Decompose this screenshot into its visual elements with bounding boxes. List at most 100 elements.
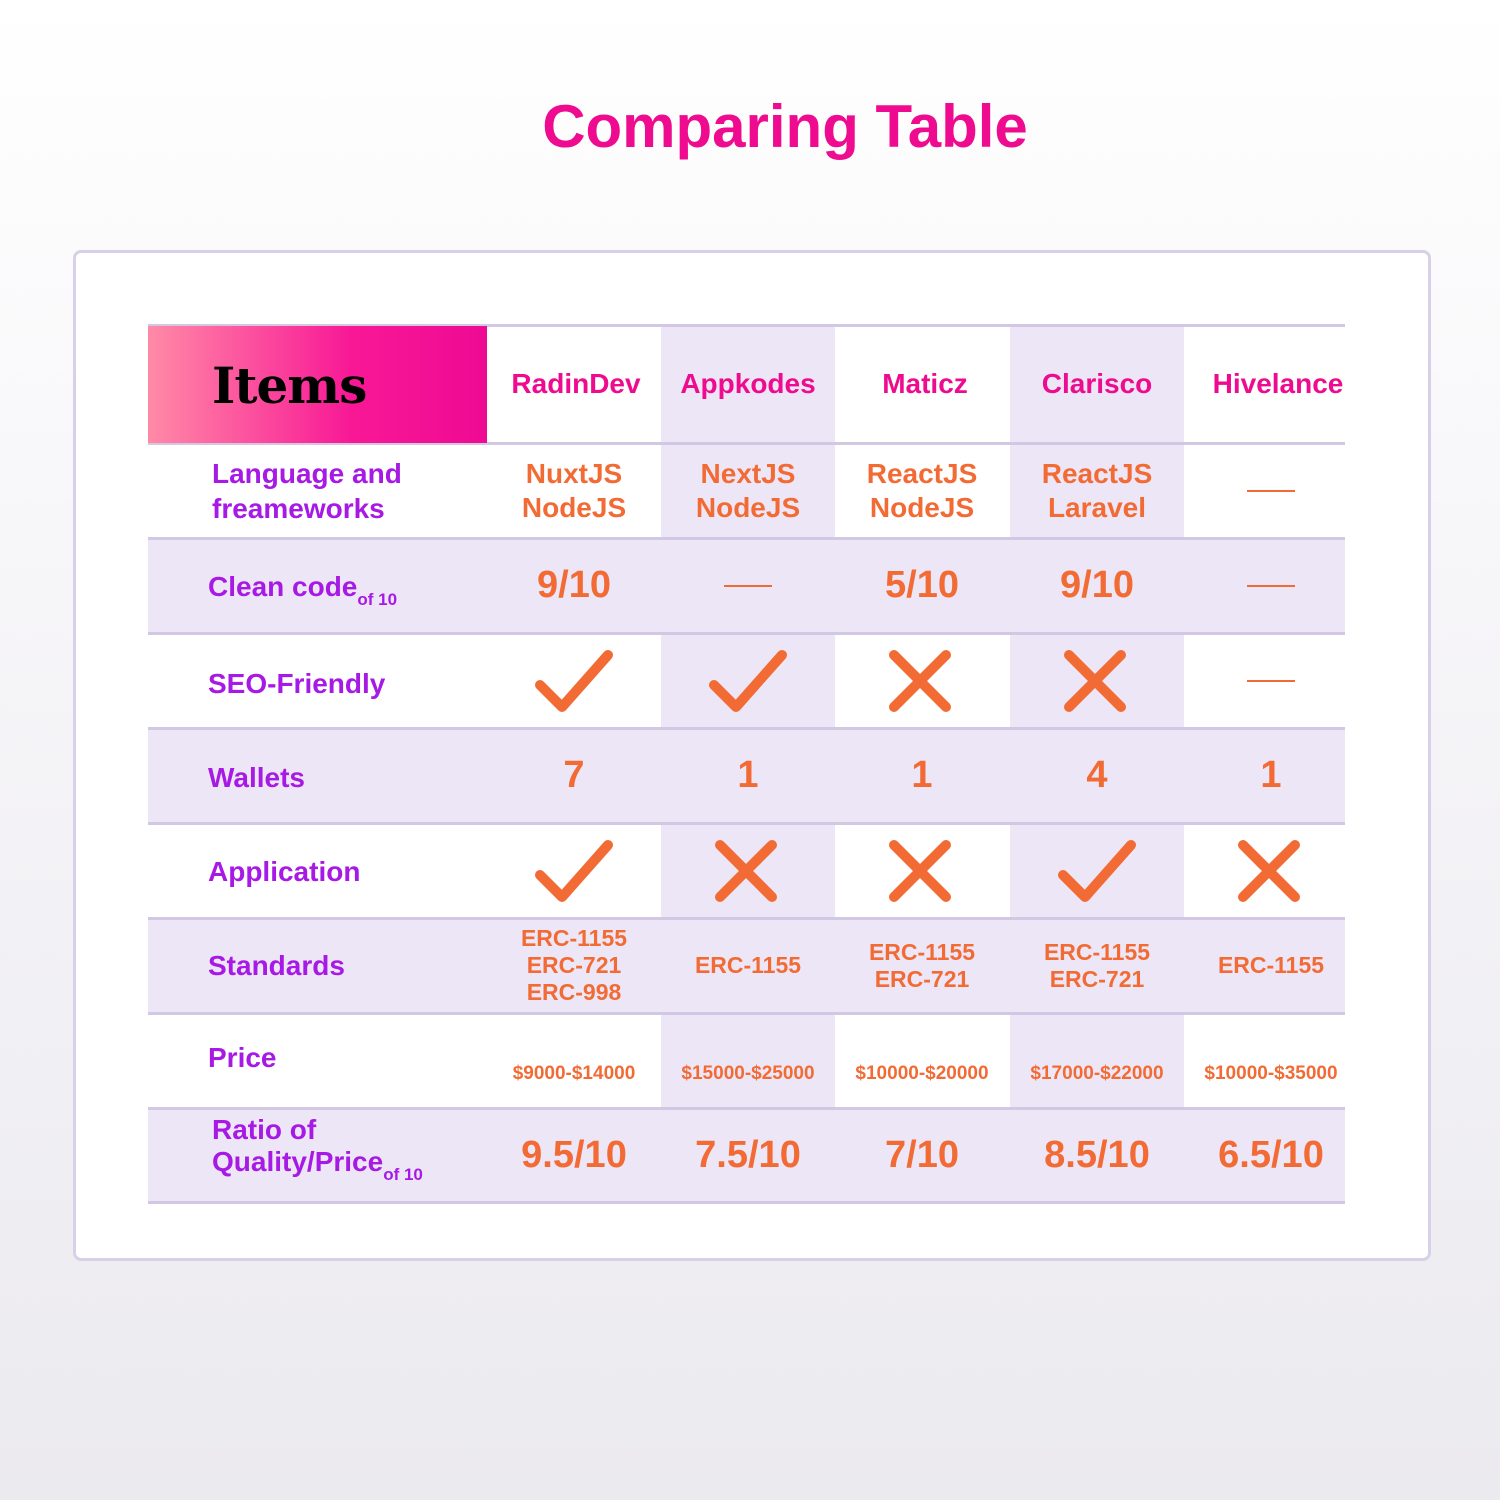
cell-ratio-clarisco: 8.5/10 (1010, 1109, 1184, 1202)
cell-value: 6.5/10 (1218, 1134, 1324, 1176)
cell-value: 9.5/10 (521, 1134, 627, 1176)
cell-clean_code-appkodes (661, 539, 835, 632)
row-label-ratio-sub: of 10 (383, 1165, 423, 1184)
column-header-maticz: Maticz (882, 368, 968, 399)
cell-standards-hivelance: ERC-1155 (1184, 919, 1358, 1012)
check-icon (1058, 839, 1136, 902)
cell-seo-radindev (487, 634, 661, 727)
cell-value: 7 (563, 754, 585, 796)
cell-frameworks-radindev: NuxtJS NodeJS (487, 444, 661, 537)
cell-value: $10000-$35000 (1204, 1063, 1338, 1084)
cell-wallets-radindev: 7 (487, 729, 661, 822)
cell-value: 4 (1086, 754, 1108, 796)
dash-icon (1247, 489, 1295, 492)
cell-value: 9/10 (1060, 564, 1134, 606)
column-header-hivelance: Hivelance (1212, 368, 1344, 399)
cell-clean_code-clarisco: 9/10 (1010, 539, 1184, 632)
cell-price-radindev: $9000-$14000 (487, 1014, 661, 1107)
cell-value: 5/10 (885, 564, 959, 606)
cell-wallets-clarisco: 4 (1010, 729, 1184, 822)
cell-standards-maticz: ERC-1155 ERC-721 (835, 919, 1009, 1012)
row-divider (148, 917, 1345, 920)
cell-application-hivelance (1184, 824, 1358, 917)
cell-line: NodeJS (695, 491, 801, 523)
cell-clean_code-radindev: 9/10 (487, 539, 661, 632)
page-title: Comparing Table (542, 93, 1028, 160)
row-divider (148, 324, 1345, 327)
row-divider (148, 1201, 1345, 1204)
cell-price-hivelance: $10000-$35000 (1184, 1014, 1358, 1107)
cell-seo-hivelance (1184, 634, 1358, 727)
cell-value: 9/10 (537, 564, 611, 606)
cell-frameworks-maticz: ReactJS NodeJS (835, 444, 1009, 537)
row-band-ratio (148, 1109, 1345, 1204)
cross-icon (889, 649, 951, 712)
cell-ratio-maticz: 7/10 (835, 1109, 1009, 1202)
cell-value: 8.5/10 (1044, 1134, 1150, 1176)
row-label-clean-code-text: Clean code (208, 571, 358, 602)
cell-wallets-maticz: 1 (835, 729, 1009, 822)
cell-ratio-appkodes: 7.5/10 (661, 1109, 835, 1202)
row-label-price: Price (208, 1042, 277, 1073)
items-header: Items (148, 326, 487, 443)
row-divider (148, 537, 1345, 540)
cell-line: ERC-998 (526, 979, 622, 1005)
cell-line: ERC-721 (526, 952, 622, 978)
row-label-ratio-line2: Quality/Price (212, 1146, 384, 1177)
cell-value: 7/10 (885, 1134, 959, 1176)
row-label-frameworks-line2: freameworks (212, 493, 385, 524)
row-divider (148, 632, 1345, 635)
items-header-label: Items (212, 356, 367, 415)
cross-icon (1238, 839, 1300, 902)
column-header-clarisco: Clarisco (1041, 368, 1153, 399)
cell-frameworks-appkodes: NextJS NodeJS (661, 444, 835, 537)
cell-line: ERC-1155 (868, 938, 976, 965)
cross-icon (715, 839, 777, 902)
cell-line: ERC-1155 (1043, 938, 1151, 965)
cell-line: NodeJS (521, 491, 627, 523)
cell-seo-appkodes (661, 634, 835, 727)
cell-line: ReactJS (866, 457, 978, 489)
cell-line: ReactJS (1041, 457, 1153, 489)
cell-frameworks-clarisco: ReactJS Laravel (1010, 444, 1184, 537)
check-icon (535, 649, 613, 712)
cell-line: NextJS (700, 457, 796, 489)
cell-ratio-radindev: 9.5/10 (487, 1109, 661, 1202)
cell-application-clarisco (1010, 824, 1184, 917)
cross-icon (1064, 649, 1126, 712)
cell-value: 1 (737, 754, 759, 796)
row-divider (148, 1107, 1345, 1110)
dash-icon (1247, 584, 1295, 587)
row-divider (148, 727, 1345, 730)
column-header-appkodes: Appkodes (680, 368, 816, 399)
row-label-clean-code: Clean codeof 10 (208, 569, 397, 617)
row-divider (148, 822, 1345, 825)
cell-price-clarisco: $17000-$22000 (1010, 1014, 1184, 1107)
cell-clean_code-hivelance (1184, 539, 1358, 632)
cell-standards-radindev: ERC-1155 ERC-721 ERC-998 (487, 919, 661, 1012)
cell-wallets-hivelance: 1 (1184, 729, 1358, 822)
cell-line: NodeJS (869, 491, 975, 523)
row-band-clean-code (148, 539, 1345, 634)
row-divider (148, 442, 1345, 445)
row-divider (148, 1012, 1345, 1015)
comparison-table: Items RadinDev Appkodes Maticz Clarisco … (148, 324, 1345, 1204)
row-label-frameworks-line1: Language and (212, 458, 402, 489)
cell-application-maticz (835, 824, 1009, 917)
cell-price-maticz: $10000-$20000 (835, 1014, 1009, 1107)
cell-ratio-hivelance: 6.5/10 (1184, 1109, 1358, 1202)
cell-line: Laravel (1047, 491, 1147, 523)
dash-icon (1247, 679, 1295, 682)
check-icon (709, 649, 787, 712)
cell-application-appkodes (661, 824, 835, 917)
row-label-standards: Standards (208, 950, 345, 981)
cell-value: 1 (911, 754, 933, 796)
row-label-seo: SEO-Friendly (208, 668, 386, 699)
cell-value: 7.5/10 (695, 1134, 801, 1176)
cell-line: ERC-721 (1049, 965, 1145, 992)
row-label-ratio-line1: Ratio of (212, 1114, 317, 1145)
cell-line: ERC-1155 (1217, 952, 1325, 978)
cell-line: ERC-1155 (694, 952, 802, 978)
row-band-standards (148, 919, 1345, 1014)
cell-application-radindev (487, 824, 661, 917)
